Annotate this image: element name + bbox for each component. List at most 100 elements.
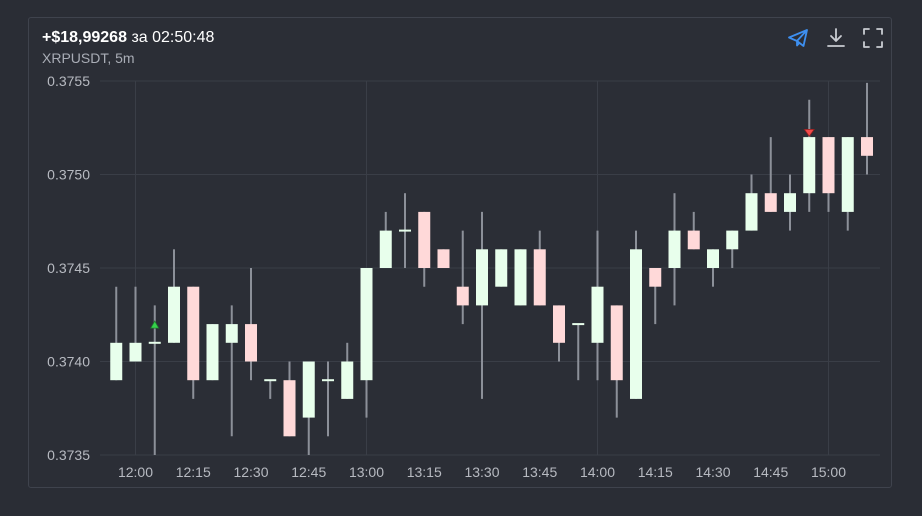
bear-candle-body [610,305,623,381]
bull-candle-body [148,341,161,344]
x-tick-label: 13:00 [349,464,384,480]
candle [649,268,662,325]
bull-candle-body [591,286,604,343]
bull-candle-body [476,249,488,306]
candle [764,137,777,212]
bull-candle-body [168,286,180,343]
bull-candle-body [707,249,719,268]
candle [784,174,796,231]
download-icon [827,28,845,47]
bear-candle-body [764,193,777,212]
bear-candle-body [553,305,565,343]
bull-candle-body [322,379,334,382]
bear-candle-body [245,324,257,362]
x-tick-label: 12:15 [176,464,211,480]
symbol-timeframe: XRPUSDT, 5m [42,50,135,66]
bear-candle-body [437,249,450,268]
x-axis: 12:00 12:15 12:30 12:45 13:00 13:15 13:30 13:45… [118,464,846,480]
candle [322,361,334,437]
candle [168,249,180,343]
x-tick-label: 13:30 [464,464,499,480]
candle [707,249,719,287]
y-tick-label: 0.3745 [47,260,90,276]
bear-candle-body [687,230,700,250]
bear-candle-body [418,211,431,268]
candle [187,286,200,399]
bull-candle-body [129,342,142,362]
x-tick-label: 13:15 [407,464,442,480]
bull-candle-body [225,324,238,343]
x-tick-label: 14:15 [638,464,673,480]
candle [399,193,411,268]
bull-candle-body [110,342,123,381]
trade-markers [150,128,816,329]
candle [610,305,623,418]
trade-summary: +$18,99268 за 02:50:48 [42,29,214,47]
fullscreen-icon [863,28,883,48]
bear-candle-body [187,286,200,381]
download-button[interactable] [824,26,848,50]
bull-candle-body [360,268,373,381]
bull-candle-body [841,137,854,212]
bull-candle-body [745,193,758,231]
candle [745,174,758,231]
candle [553,305,565,362]
bull-candle-body [514,249,527,306]
bull-candle-body [495,249,508,287]
bear-candle-body [822,137,835,194]
candle [341,342,354,399]
candle [283,361,296,437]
bear-candle-body [456,286,469,306]
candle [418,211,431,287]
bull-candle-body [572,323,585,326]
candle [630,230,642,399]
profit-value: +$18,99268 [42,29,127,46]
fullscreen-button[interactable] [861,26,885,50]
send-icon [788,29,808,47]
y-tick-label: 0.3750 [47,167,90,183]
candle [148,305,161,455]
candle [687,211,700,250]
share-telegram-button[interactable] [786,26,810,50]
candle [726,230,739,268]
duration-prefix: за [131,29,148,46]
candle [225,305,238,437]
bear-candle-body [533,249,546,306]
x-tick-label: 12:30 [233,464,268,480]
candle [572,323,585,381]
bull-candle-body [341,361,354,399]
bull-candle-body [399,229,411,232]
candle [533,230,546,306]
grid [100,80,880,456]
bull-candle-body [726,230,739,250]
candle [129,286,142,362]
candle [456,230,469,325]
x-tick-label: 12:00 [118,464,153,480]
bull-candle-body [668,230,681,268]
candles [110,82,873,455]
candle [437,249,450,268]
y-axis: 0.3755 0.3750 0.3745 0.3740 0.3735 [47,73,90,463]
candle [495,249,508,287]
bull-candle-body [264,379,277,382]
candle [360,268,373,418]
candle [861,82,873,175]
bull-candle-body [630,249,642,399]
sell-marker [803,128,816,138]
bull-candle-body [379,230,392,268]
duration-value: 02:50:48 [152,29,215,46]
x-tick-label: 15:00 [811,464,846,480]
chart-card [28,17,892,488]
x-tick-label: 12:45 [291,464,326,480]
bull-candle-body [803,137,816,194]
candle [302,361,315,455]
bull-candle-body [302,361,315,418]
bear-candle-body [861,137,873,156]
candle [264,379,277,399]
x-tick-label: 14:00 [580,464,615,480]
bear-candle-body [649,268,662,287]
x-tick-label: 14:30 [695,464,730,480]
y-tick-label: 0.3755 [47,73,90,89]
candle [206,324,219,381]
